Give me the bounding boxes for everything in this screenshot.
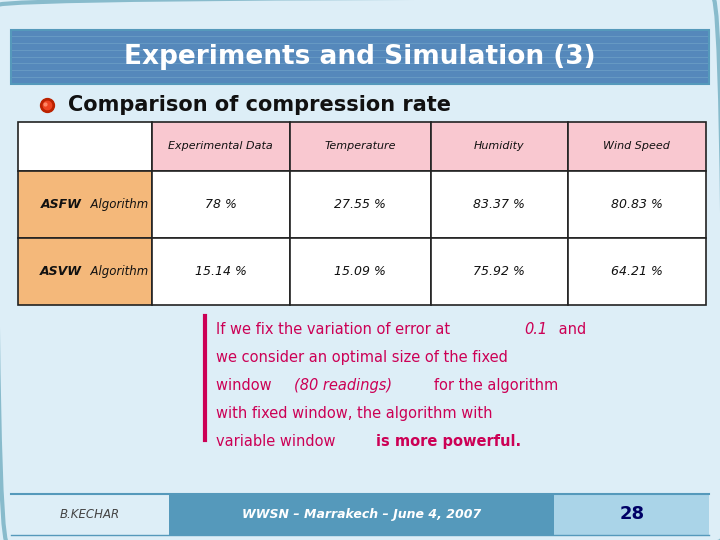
Text: 28: 28 <box>620 505 644 523</box>
Text: Humidity: Humidity <box>474 141 525 151</box>
Bar <box>289 238 431 305</box>
Bar <box>431 238 568 305</box>
Text: ASFW: ASFW <box>40 198 81 211</box>
Text: for the algorithm: for the algorithm <box>420 378 559 393</box>
Bar <box>18 171 152 238</box>
Text: 15.09 %: 15.09 % <box>334 265 386 278</box>
Text: ASVW: ASVW <box>40 265 81 278</box>
Bar <box>289 171 431 238</box>
Text: 27.55 %: 27.55 % <box>334 198 386 211</box>
Text: If we fix the variation of error at: If we fix the variation of error at <box>216 322 455 337</box>
Text: 0.1: 0.1 <box>524 322 547 337</box>
Text: 83.37 %: 83.37 % <box>473 198 526 211</box>
Bar <box>568 171 706 238</box>
Text: Algorithm: Algorithm <box>83 265 148 278</box>
Bar <box>152 171 289 238</box>
Text: 64.21 %: 64.21 % <box>611 265 663 278</box>
Bar <box>11 30 709 84</box>
Text: and: and <box>554 322 586 337</box>
Bar <box>568 122 706 171</box>
Bar <box>169 494 554 535</box>
Text: 15.14 %: 15.14 % <box>195 265 247 278</box>
Text: Wind Speed: Wind Speed <box>603 141 670 151</box>
Text: window: window <box>216 378 276 393</box>
Text: 75.92 %: 75.92 % <box>473 265 526 278</box>
Bar <box>554 494 709 535</box>
Text: Experimental Data: Experimental Data <box>168 141 273 151</box>
Bar <box>568 238 706 305</box>
Text: Temperature: Temperature <box>324 141 396 151</box>
Bar <box>11 494 169 535</box>
Text: (80 readings): (80 readings) <box>294 378 392 393</box>
Bar <box>431 171 568 238</box>
Bar <box>18 238 152 305</box>
Text: is more powerful.: is more powerful. <box>376 434 521 449</box>
Text: B.KECHAR: B.KECHAR <box>60 508 120 521</box>
Bar <box>152 122 289 171</box>
Text: 78 %: 78 % <box>205 198 237 211</box>
Text: we consider an optimal size of the fixed: we consider an optimal size of the fixed <box>216 350 508 365</box>
Bar <box>152 238 289 305</box>
Bar <box>431 122 568 171</box>
Text: Algorithm: Algorithm <box>83 198 148 211</box>
Bar <box>289 122 431 171</box>
Text: with fixed window, the algorithm with: with fixed window, the algorithm with <box>216 406 492 421</box>
Text: WWSN – Marrakech – June 4, 2007: WWSN – Marrakech – June 4, 2007 <box>242 508 481 521</box>
Bar <box>18 122 152 171</box>
Bar <box>11 30 709 84</box>
Text: 80.83 %: 80.83 % <box>611 198 663 211</box>
Text: variable window: variable window <box>216 434 340 449</box>
Text: Experiments and Simulation (3): Experiments and Simulation (3) <box>124 44 596 70</box>
Text: Comparison of compression rate: Comparison of compression rate <box>68 95 451 116</box>
